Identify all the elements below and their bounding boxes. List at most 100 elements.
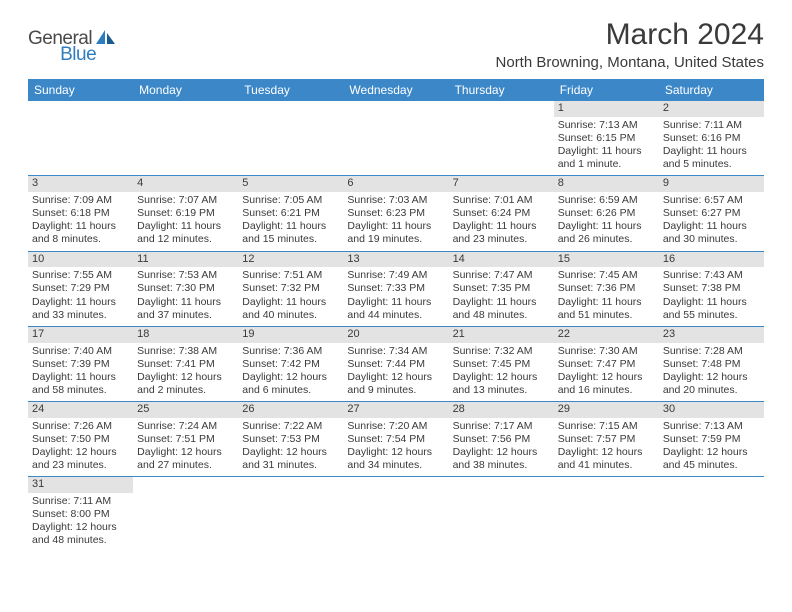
day-line-ss: Sunset: 7:30 PM [137,282,234,295]
day-cell-empty [554,477,659,551]
day-cell-empty [238,101,343,175]
day-line-ss: Sunset: 6:18 PM [32,207,129,220]
day-line-ss: Sunset: 7:33 PM [347,282,444,295]
day-line-sr: Sunrise: 7:51 AM [242,269,339,282]
day-line-d2: and 12 minutes. [137,233,234,246]
day-line-d2: and 48 minutes. [453,309,550,322]
day-cell: 30Sunrise: 7:13 AMSunset: 7:59 PMDayligh… [659,402,764,476]
day-line-sr: Sunrise: 7:32 AM [453,345,550,358]
day-line-sr: Sunrise: 7:49 AM [347,269,444,282]
day-number: 8 [554,176,659,192]
day-cell-empty [133,477,238,551]
day-content: Sunrise: 7:11 AMSunset: 6:16 PMDaylight:… [659,117,764,176]
day-line-d2: and 40 minutes. [242,309,339,322]
day-content: Sunrise: 7:26 AMSunset: 7:50 PMDaylight:… [28,418,133,477]
day-line-sr: Sunrise: 7:45 AM [558,269,655,282]
weeks-container: 1Sunrise: 7:13 AMSunset: 6:15 PMDaylight… [28,101,764,552]
day-line-d1: Daylight: 11 hours [242,296,339,309]
day-line-d1: Daylight: 11 hours [32,371,129,384]
day-line-d1: Daylight: 12 hours [242,371,339,384]
day-cell-empty [28,101,133,175]
day-line-sr: Sunrise: 7:53 AM [137,269,234,282]
day-line-d2: and 26 minutes. [558,233,655,246]
weekday-header-row: SundayMondayTuesdayWednesdayThursdayFrid… [28,79,764,101]
day-cell: 18Sunrise: 7:38 AMSunset: 7:41 PMDayligh… [133,327,238,401]
day-line-ss: Sunset: 7:35 PM [453,282,550,295]
day-line-d1: Daylight: 12 hours [242,446,339,459]
day-line-ss: Sunset: 6:23 PM [347,207,444,220]
day-number: 27 [343,402,448,418]
day-line-d1: Daylight: 12 hours [347,371,444,384]
day-line-sr: Sunrise: 7:34 AM [347,345,444,358]
calendar-page: General Blue March 2024 North Browning, … [0,0,792,562]
day-line-d2: and 37 minutes. [137,309,234,322]
day-line-sr: Sunrise: 7:11 AM [32,495,129,508]
day-cell: 24Sunrise: 7:26 AMSunset: 7:50 PMDayligh… [28,402,133,476]
day-line-sr: Sunrise: 7:47 AM [453,269,550,282]
day-line-d2: and 23 minutes. [32,459,129,472]
day-line-sr: Sunrise: 6:57 AM [663,194,760,207]
day-cell-empty [449,101,554,175]
day-cell: 19Sunrise: 7:36 AMSunset: 7:42 PMDayligh… [238,327,343,401]
day-line-ss: Sunset: 7:44 PM [347,358,444,371]
day-line-ss: Sunset: 7:29 PM [32,282,129,295]
day-line-d2: and 58 minutes. [32,384,129,397]
day-line-sr: Sunrise: 7:15 AM [558,420,655,433]
day-cell-empty [238,477,343,551]
day-number: 13 [343,252,448,268]
day-cell: 27Sunrise: 7:20 AMSunset: 7:54 PMDayligh… [343,402,448,476]
day-line-sr: Sunrise: 7:17 AM [453,420,550,433]
weekday-wednesday: Wednesday [343,79,448,101]
day-line-d2: and 16 minutes. [558,384,655,397]
day-cell: 9Sunrise: 6:57 AMSunset: 6:27 PMDaylight… [659,176,764,250]
day-number: 18 [133,327,238,343]
day-line-ss: Sunset: 7:42 PM [242,358,339,371]
day-line-d1: Daylight: 11 hours [663,296,760,309]
day-line-d2: and 45 minutes. [663,459,760,472]
week-row: 10Sunrise: 7:55 AMSunset: 7:29 PMDayligh… [28,252,764,327]
day-number: 28 [449,402,554,418]
day-number: 20 [343,327,448,343]
day-content: Sunrise: 7:22 AMSunset: 7:53 PMDaylight:… [238,418,343,477]
day-line-d1: Daylight: 12 hours [558,371,655,384]
day-cell: 12Sunrise: 7:51 AMSunset: 7:32 PMDayligh… [238,252,343,326]
day-number: 25 [133,402,238,418]
day-content: Sunrise: 7:38 AMSunset: 7:41 PMDaylight:… [133,343,238,402]
day-line-ss: Sunset: 7:41 PM [137,358,234,371]
day-line-ss: Sunset: 7:36 PM [558,282,655,295]
day-line-sr: Sunrise: 7:55 AM [32,269,129,282]
day-number: 24 [28,402,133,418]
day-line-sr: Sunrise: 7:07 AM [137,194,234,207]
day-line-d1: Daylight: 11 hours [663,220,760,233]
day-line-d1: Daylight: 11 hours [558,296,655,309]
day-line-ss: Sunset: 6:21 PM [242,207,339,220]
day-content: Sunrise: 7:07 AMSunset: 6:19 PMDaylight:… [133,192,238,251]
weekday-sunday: Sunday [28,79,133,101]
day-content: Sunrise: 7:30 AMSunset: 7:47 PMDaylight:… [554,343,659,402]
day-cell: 8Sunrise: 6:59 AMSunset: 6:26 PMDaylight… [554,176,659,250]
day-line-ss: Sunset: 7:50 PM [32,433,129,446]
day-number: 11 [133,252,238,268]
day-line-d2: and 23 minutes. [453,233,550,246]
day-number: 14 [449,252,554,268]
day-cell: 2Sunrise: 7:11 AMSunset: 6:16 PMDaylight… [659,101,764,175]
day-content: Sunrise: 7:51 AMSunset: 7:32 PMDaylight:… [238,267,343,326]
logo-sail-icon [96,30,116,44]
day-line-d1: Daylight: 11 hours [663,145,760,158]
day-content: Sunrise: 7:43 AMSunset: 7:38 PMDaylight:… [659,267,764,326]
weekday-monday: Monday [133,79,238,101]
day-line-d1: Daylight: 12 hours [137,446,234,459]
day-line-d2: and 19 minutes. [347,233,444,246]
day-line-d2: and 55 minutes. [663,309,760,322]
day-content: Sunrise: 7:47 AMSunset: 7:35 PMDaylight:… [449,267,554,326]
day-line-ss: Sunset: 7:53 PM [242,433,339,446]
day-content: Sunrise: 7:28 AMSunset: 7:48 PMDaylight:… [659,343,764,402]
day-line-ss: Sunset: 6:27 PM [663,207,760,220]
day-line-d1: Daylight: 11 hours [137,220,234,233]
day-line-d1: Daylight: 11 hours [453,220,550,233]
day-line-ss: Sunset: 7:51 PM [137,433,234,446]
day-number: 23 [659,327,764,343]
day-number: 22 [554,327,659,343]
day-content: Sunrise: 6:57 AMSunset: 6:27 PMDaylight:… [659,192,764,251]
day-line-sr: Sunrise: 7:13 AM [663,420,760,433]
